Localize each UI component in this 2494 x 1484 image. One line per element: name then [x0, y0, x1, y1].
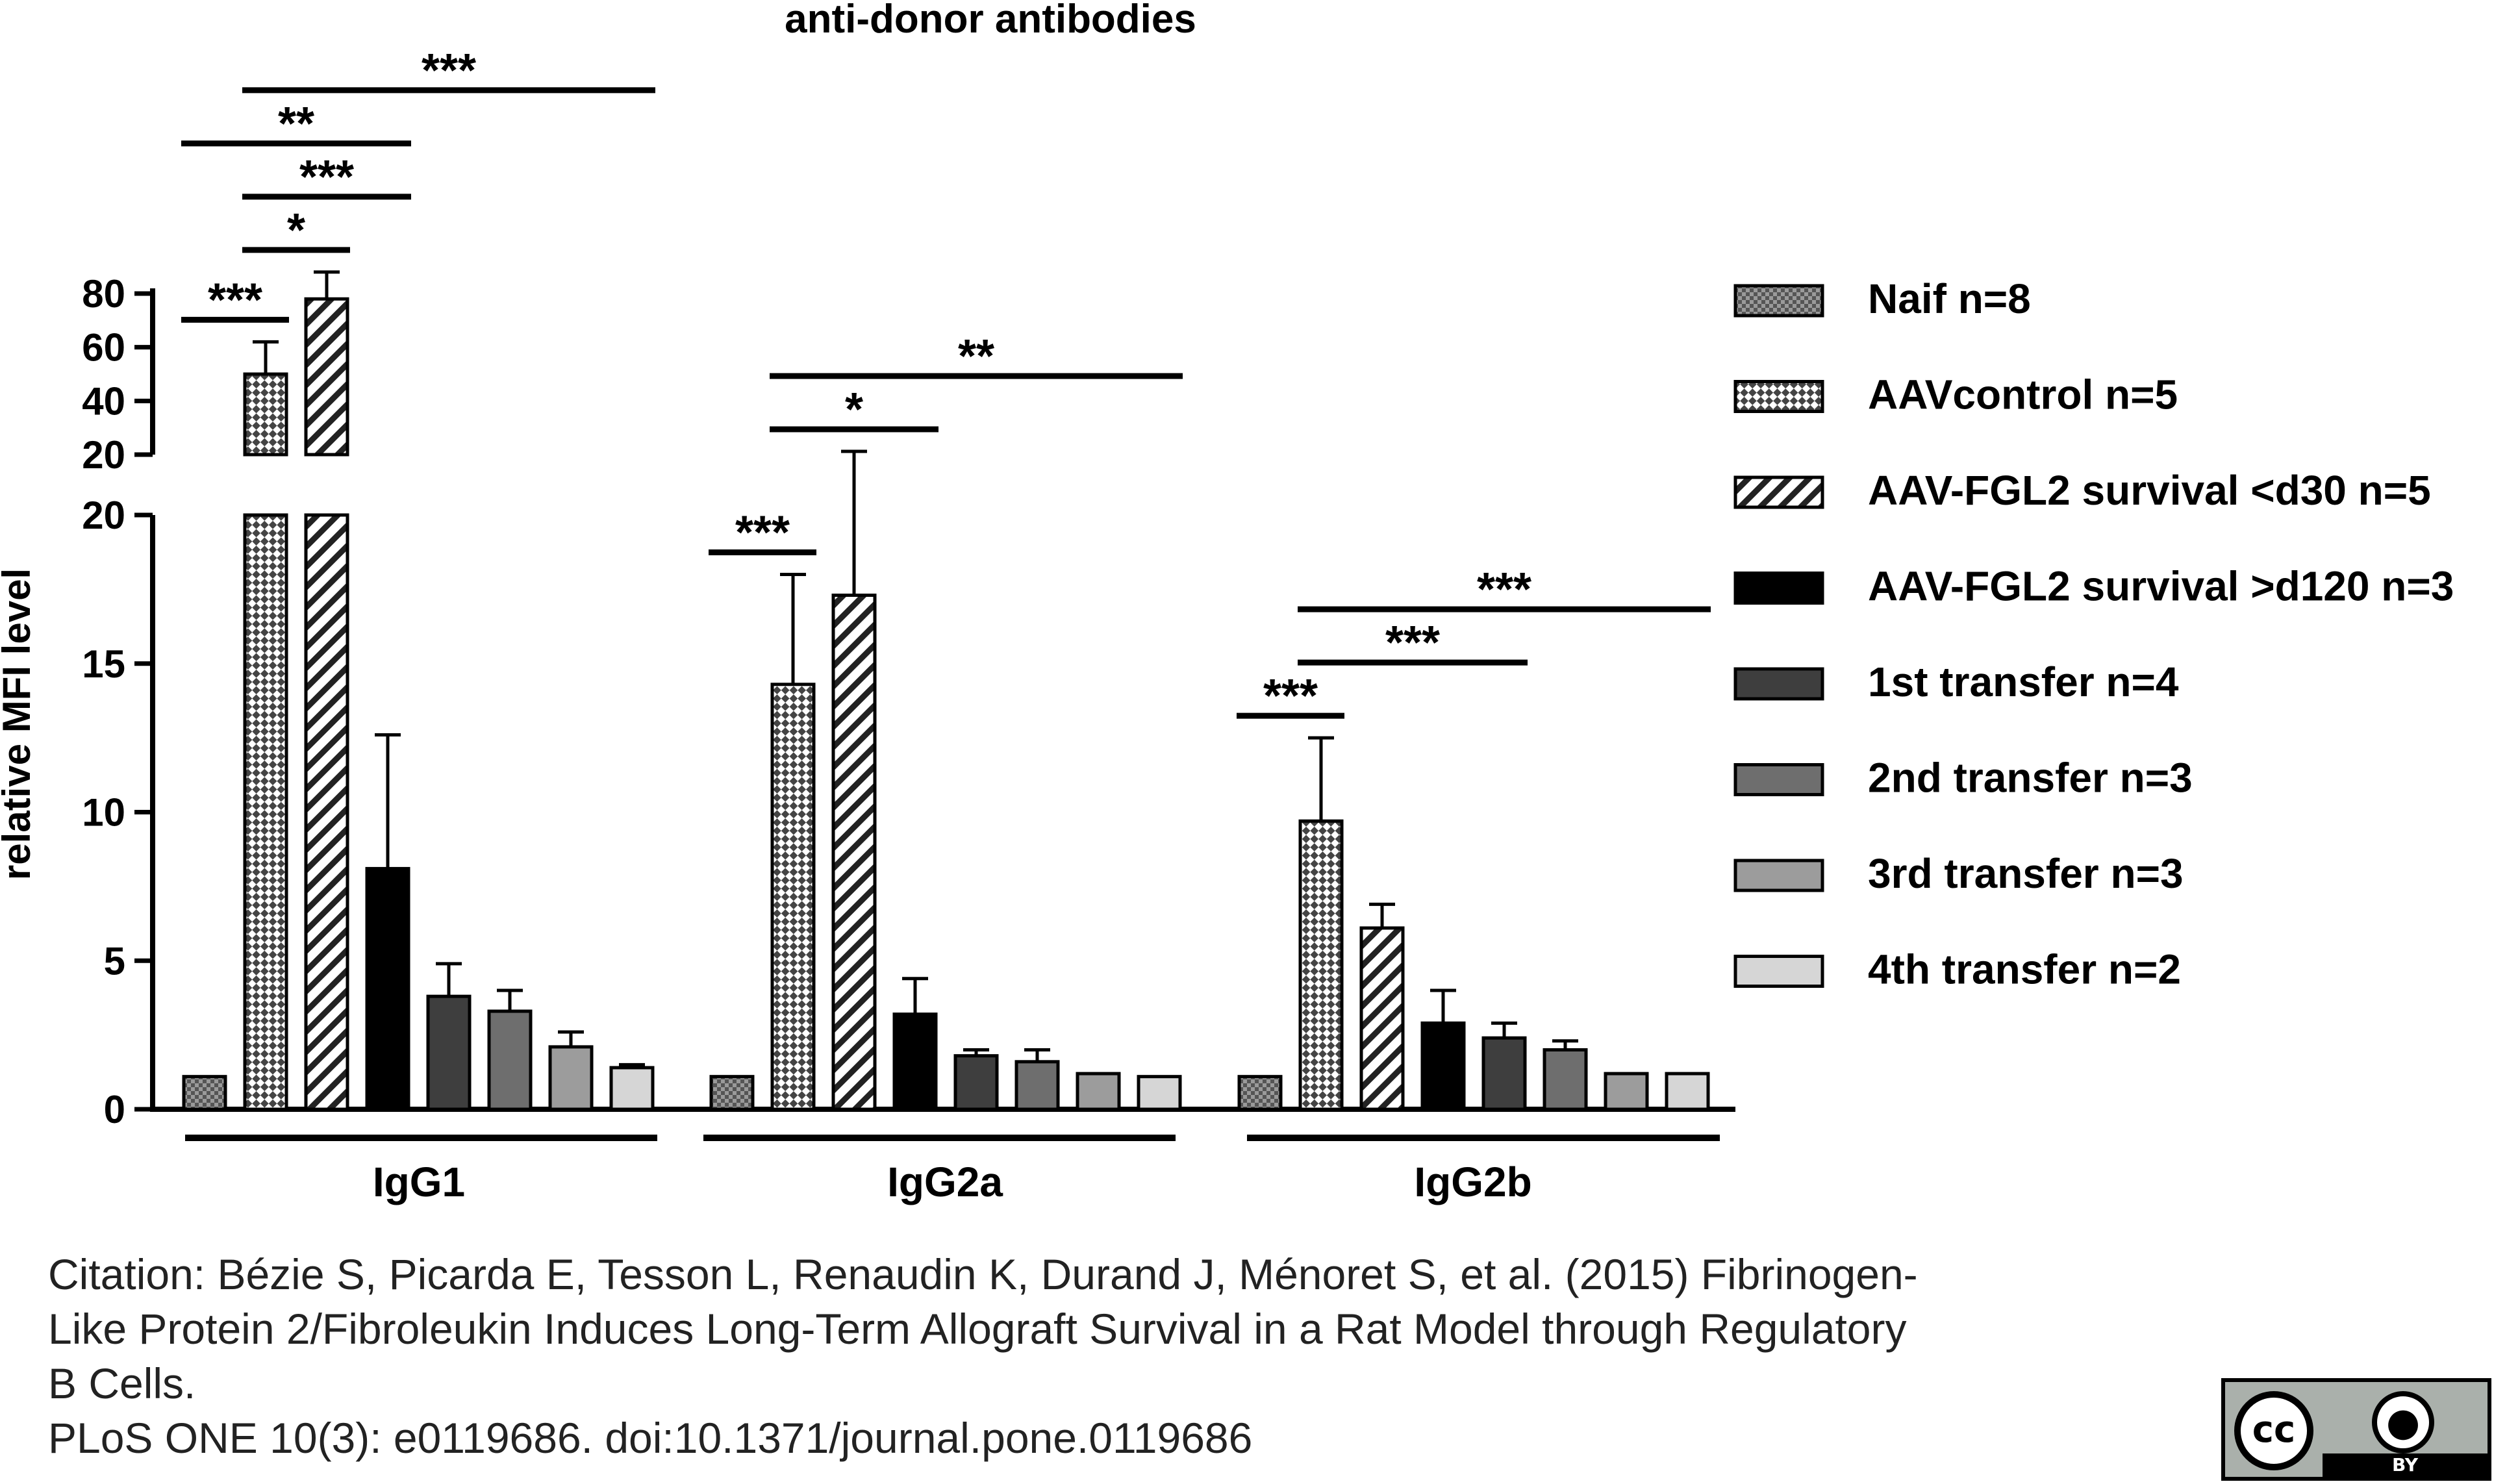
bar-0-2-upper — [304, 297, 349, 457]
legend-label: 2nd transfer n=3 — [1868, 755, 2193, 801]
bar-1-3 — [892, 1012, 938, 1111]
chart-title: anti-donor antibodies — [785, 0, 1196, 42]
bar-0-4 — [426, 994, 472, 1111]
bar-2-1 — [1298, 819, 1344, 1111]
bar-0-7 — [609, 1066, 655, 1111]
bar-1-6 — [1076, 1072, 1121, 1111]
legend-label: 4th transfer n=2 — [1868, 946, 2181, 993]
legend-label: AAV-FGL2 survival <d30 n=5 — [1868, 467, 2431, 514]
significance-label: *** — [299, 151, 354, 203]
y-tick-label: 15 — [82, 642, 125, 686]
cc-icon: cc — [2234, 1391, 2313, 1470]
bar-2-5 — [1543, 1048, 1588, 1111]
bar-1-2 — [831, 594, 877, 1111]
bar-2-7 — [1665, 1072, 1710, 1111]
bar-1-4 — [953, 1054, 999, 1111]
bar-2-3 — [1420, 1021, 1466, 1111]
bar-2-0 — [1237, 1075, 1283, 1111]
citation-line-1: Citation: Bézie S, Picarda E, Tesson L, … — [48, 1250, 1918, 1298]
bar-0-0 — [182, 1075, 227, 1111]
y-tick-label: 40 — [82, 379, 125, 423]
group-label-igg1: IgG1 — [373, 1159, 465, 1205]
bars — [182, 270, 1710, 1111]
y-tick-label: 20 — [82, 433, 125, 477]
significance-label: *** — [1477, 564, 1531, 616]
y-tick-label: 10 — [82, 791, 125, 835]
significance-label: ** — [278, 98, 314, 150]
significance-label: *** — [422, 45, 476, 97]
legend: Naif n=8 AAVcontrol n=5 AAV-FGL2 survival … — [1733, 275, 2454, 993]
significance-label: * — [287, 205, 305, 257]
significance-brackets: *************************** — [181, 45, 1711, 722]
by-label: BY — [2323, 1453, 2488, 1477]
bar-0-6 — [548, 1045, 594, 1111]
significance-label: *** — [735, 507, 790, 559]
y-tick-label: 20 — [82, 494, 125, 537]
significance-label: * — [845, 384, 863, 436]
bar-0-1-lower — [243, 513, 288, 1111]
citation: Citation: Bézie S, Picarda E, Tesson L, … — [48, 1247, 2256, 1465]
significance-label: ** — [958, 331, 994, 383]
bar-1-7 — [1137, 1075, 1182, 1111]
significance-label: *** — [208, 274, 262, 326]
attribution-panel: ● BY — [2323, 1382, 2488, 1477]
y-tick-label: 60 — [82, 326, 125, 370]
bar-2-6 — [1604, 1072, 1649, 1111]
bar-chart: anti-donor antibodies relative MFI level… — [0, 0, 2454, 1205]
citation-line-3: B Cells. — [48, 1359, 196, 1407]
y-axis-label: relative MFI level — [0, 568, 38, 880]
legend-swatch — [1733, 667, 1824, 701]
axes: 0 5 10 15 20 20 40 60 80 — [82, 272, 1735, 1141]
legend-swatch — [1733, 572, 1824, 605]
legend-swatch — [1733, 284, 1824, 318]
legend-label: Naif n=8 — [1868, 275, 2031, 322]
legend-swatch — [1733, 380, 1824, 413]
bar-0-1-upper — [243, 372, 288, 457]
citation-line-4: PLoS ONE 10(3): e0119686. doi:10.1371/jo… — [48, 1414, 1253, 1462]
citation-line-2: Like Protein 2/Fibroleukin Induces Long-… — [48, 1305, 1907, 1353]
bar-1-5 — [1014, 1060, 1060, 1111]
legend-label: 3rd transfer n=3 — [1868, 850, 2184, 897]
person-icon: ● — [2372, 1391, 2434, 1453]
bar-2-4 — [1481, 1036, 1527, 1111]
group-label-igg2a: IgG2a — [887, 1159, 1003, 1205]
bar-0-2-lower — [304, 513, 349, 1111]
legend-label: 1st transfer n=4 — [1868, 659, 2179, 705]
cc-by-license-badge[interactable]: cc ● BY — [2221, 1378, 2491, 1481]
y-tick-label: 80 — [82, 272, 125, 316]
y-tick-label: 0 — [104, 1088, 125, 1131]
bar-0-3 — [365, 866, 410, 1111]
bar-1-0 — [709, 1075, 755, 1111]
group-label-igg2b: IgG2b — [1414, 1159, 1531, 1205]
legend-swatch — [1733, 955, 1824, 988]
legend-label: AAVcontrol n=5 — [1868, 371, 2178, 418]
bar-0-5 — [487, 1009, 533, 1111]
legend-label: AAV-FGL2 survival >d120 n=3 — [1868, 563, 2454, 610]
y-tick-label: 5 — [104, 939, 125, 983]
bar-1-1 — [770, 683, 816, 1111]
significance-label: *** — [1263, 670, 1318, 722]
bar-2-2 — [1359, 926, 1405, 1111]
legend-swatch — [1733, 763, 1824, 796]
legend-swatch — [1733, 859, 1824, 892]
significance-label: *** — [1385, 617, 1440, 669]
legend-swatch — [1733, 475, 1824, 509]
